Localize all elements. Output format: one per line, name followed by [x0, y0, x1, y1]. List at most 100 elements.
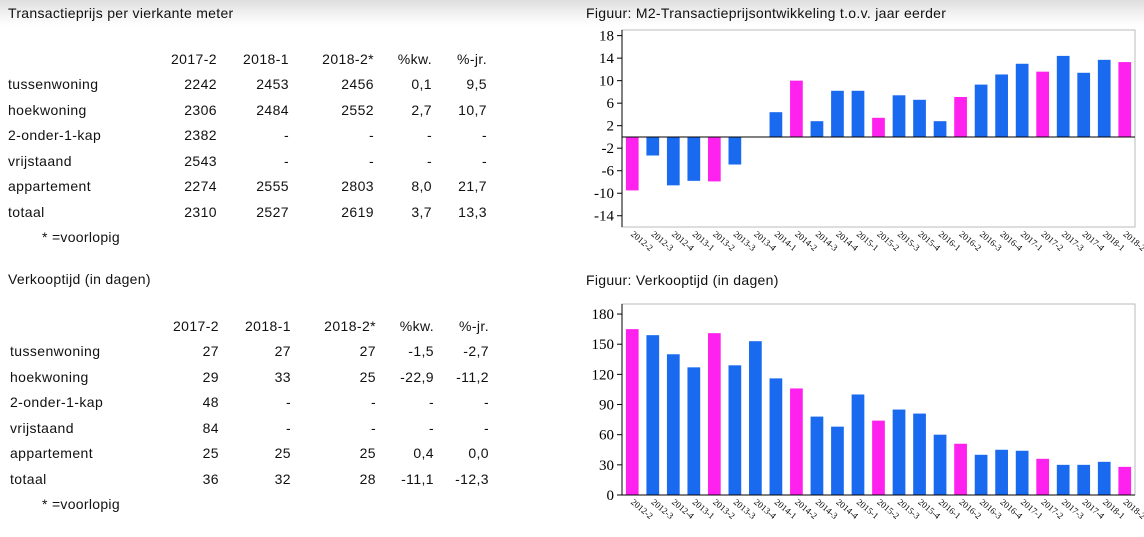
price-table: 2017-2 2018-1 2018-2* %kw. %-jr. tussenw… [8, 46, 487, 225]
row-label: tussenwoning [8, 76, 99, 93]
bar [872, 420, 885, 495]
table-cell: -11,2 [456, 368, 489, 385]
table-cell: 2306 [184, 101, 217, 118]
table-row: tussenwoning 2242 2453 2456 0,1 9,5 [8, 72, 487, 98]
table-cell: -2,7 [463, 343, 489, 360]
table-cell: -12,3 [455, 470, 489, 487]
table-row: vrijstaand 2543 - - - - [8, 148, 487, 174]
table-cell: -22,9 [400, 368, 434, 385]
x-tick-label: 2015-2 [875, 497, 901, 521]
bar [1056, 464, 1070, 495]
bar [995, 449, 1008, 495]
table-cell: - [283, 152, 289, 169]
x-tick-label: 2014-1 [773, 229, 799, 253]
column-header: %kw. [397, 50, 432, 67]
table-cell: 10,7 [458, 101, 487, 118]
time-table: 2017-2 2018-1 2018-2* %kw. %-jr. tussenw… [10, 313, 489, 492]
table-cell: 25 [359, 368, 376, 385]
price-chart-title: Figuur: M2-Transactieprijsontwikkeling t… [586, 5, 947, 21]
table-cell: 2619 [341, 203, 374, 220]
table-cell: 2310 [184, 203, 217, 220]
bar [728, 365, 742, 495]
table-cell: - [426, 152, 432, 169]
x-tick-label: 2015-1 [855, 497, 881, 521]
table-cell: 0,0 [468, 445, 489, 462]
table-cell: 2453 [256, 76, 289, 93]
x-tick-label: 2017-3 [1060, 497, 1086, 521]
x-tick-label: 2013-1 [691, 229, 717, 253]
x-tick-label: 2015-4 [916, 229, 942, 253]
table-cell: 2382 [184, 127, 217, 144]
row-label: 2-onder-1-kap [8, 127, 102, 144]
table-cell: 0,1 [411, 76, 432, 93]
bar [810, 121, 824, 137]
table-row: 2-onder-1-kap 2382 - - - - [8, 123, 487, 149]
bar [933, 121, 947, 137]
x-tick-label: 2017-3 [1060, 229, 1086, 253]
bar [790, 80, 803, 137]
bar [1118, 62, 1132, 137]
table-cell: 2803 [341, 178, 374, 195]
x-tick-label: 2016-3 [978, 497, 1004, 521]
y-tick-label: 0 [607, 488, 615, 504]
table-cell: 84 [202, 419, 219, 436]
table-row: totaal 36 32 28 -11,1 -12,3 [10, 466, 489, 492]
table-cell: 2484 [256, 101, 289, 118]
column-header: %-jr. [459, 317, 489, 334]
bar [1077, 72, 1091, 137]
x-tick-label: 2018-2 [1121, 497, 1144, 521]
table-cell: - [483, 394, 489, 411]
x-tick-label: 2018-1 [1101, 497, 1127, 521]
bar [666, 354, 680, 495]
x-tick-label: 2015-3 [896, 229, 922, 253]
table-header-row: 2017-2 2018-1 2018-2* %kw. %-jr. [10, 313, 489, 339]
x-tick-label: 2012-2 [629, 497, 655, 521]
x-tick-label: 2014-3 [814, 229, 840, 253]
x-tick-label: 2016-2 [957, 497, 983, 521]
table-cell: 2555 [256, 178, 289, 195]
bar [625, 329, 639, 495]
bar [749, 341, 762, 495]
column-header: 2018-2* [322, 50, 374, 67]
y-tick-label: 2 [607, 119, 615, 135]
bar [1077, 464, 1091, 495]
column-header: %-jr. [457, 50, 487, 67]
x-tick-label: 2016-4 [998, 497, 1024, 521]
table-cell: - [368, 127, 374, 144]
table-row: tussenwoning 27 27 27 -1,5 -2,7 [10, 339, 489, 365]
x-tick-label: 2012-2 [629, 229, 655, 253]
price-table-title: Transactieprijs per vierkante meter [8, 5, 234, 21]
table-cell: - [368, 152, 374, 169]
bar [872, 117, 885, 137]
bar [892, 95, 906, 137]
x-tick-label: 2013-3 [732, 497, 758, 521]
bar [1097, 59, 1111, 137]
bar [913, 413, 926, 495]
table-cell: 48 [202, 394, 219, 411]
x-tick-label: 2013-1 [691, 497, 717, 521]
bar [851, 90, 865, 137]
bar [810, 416, 824, 495]
table-header-row: 2017-2 2018-1 2018-2* %kw. %-jr. [8, 46, 487, 72]
y-tick-label: 18 [599, 29, 614, 45]
table-cell: 32 [274, 470, 291, 487]
bar [625, 136, 639, 191]
x-tick-label: 2017-1 [1019, 229, 1045, 253]
x-tick-label: 2016-4 [998, 229, 1024, 253]
table-cell: 0,4 [413, 445, 434, 462]
table-cell: 9,5 [466, 76, 487, 93]
table-cell: - [285, 419, 291, 436]
bar [728, 136, 742, 165]
bar [1097, 461, 1111, 495]
y-tick-label: 60 [599, 428, 614, 444]
table-cell: 25 [202, 445, 219, 462]
row-label: vrijstaand [8, 152, 72, 169]
y-tick-label: -2 [602, 141, 615, 157]
bar [687, 367, 701, 495]
x-tick-label: 2017-4 [1080, 229, 1106, 253]
table-row: vrijstaand 84 - - - - [10, 415, 489, 441]
x-tick-label: 2013-4 [752, 229, 778, 253]
x-tick-label: 2016-3 [978, 229, 1004, 253]
table-row: hoekwoning 2306 2484 2552 2,7 10,7 [8, 97, 487, 123]
x-tick-label: 2015-1 [855, 229, 881, 253]
